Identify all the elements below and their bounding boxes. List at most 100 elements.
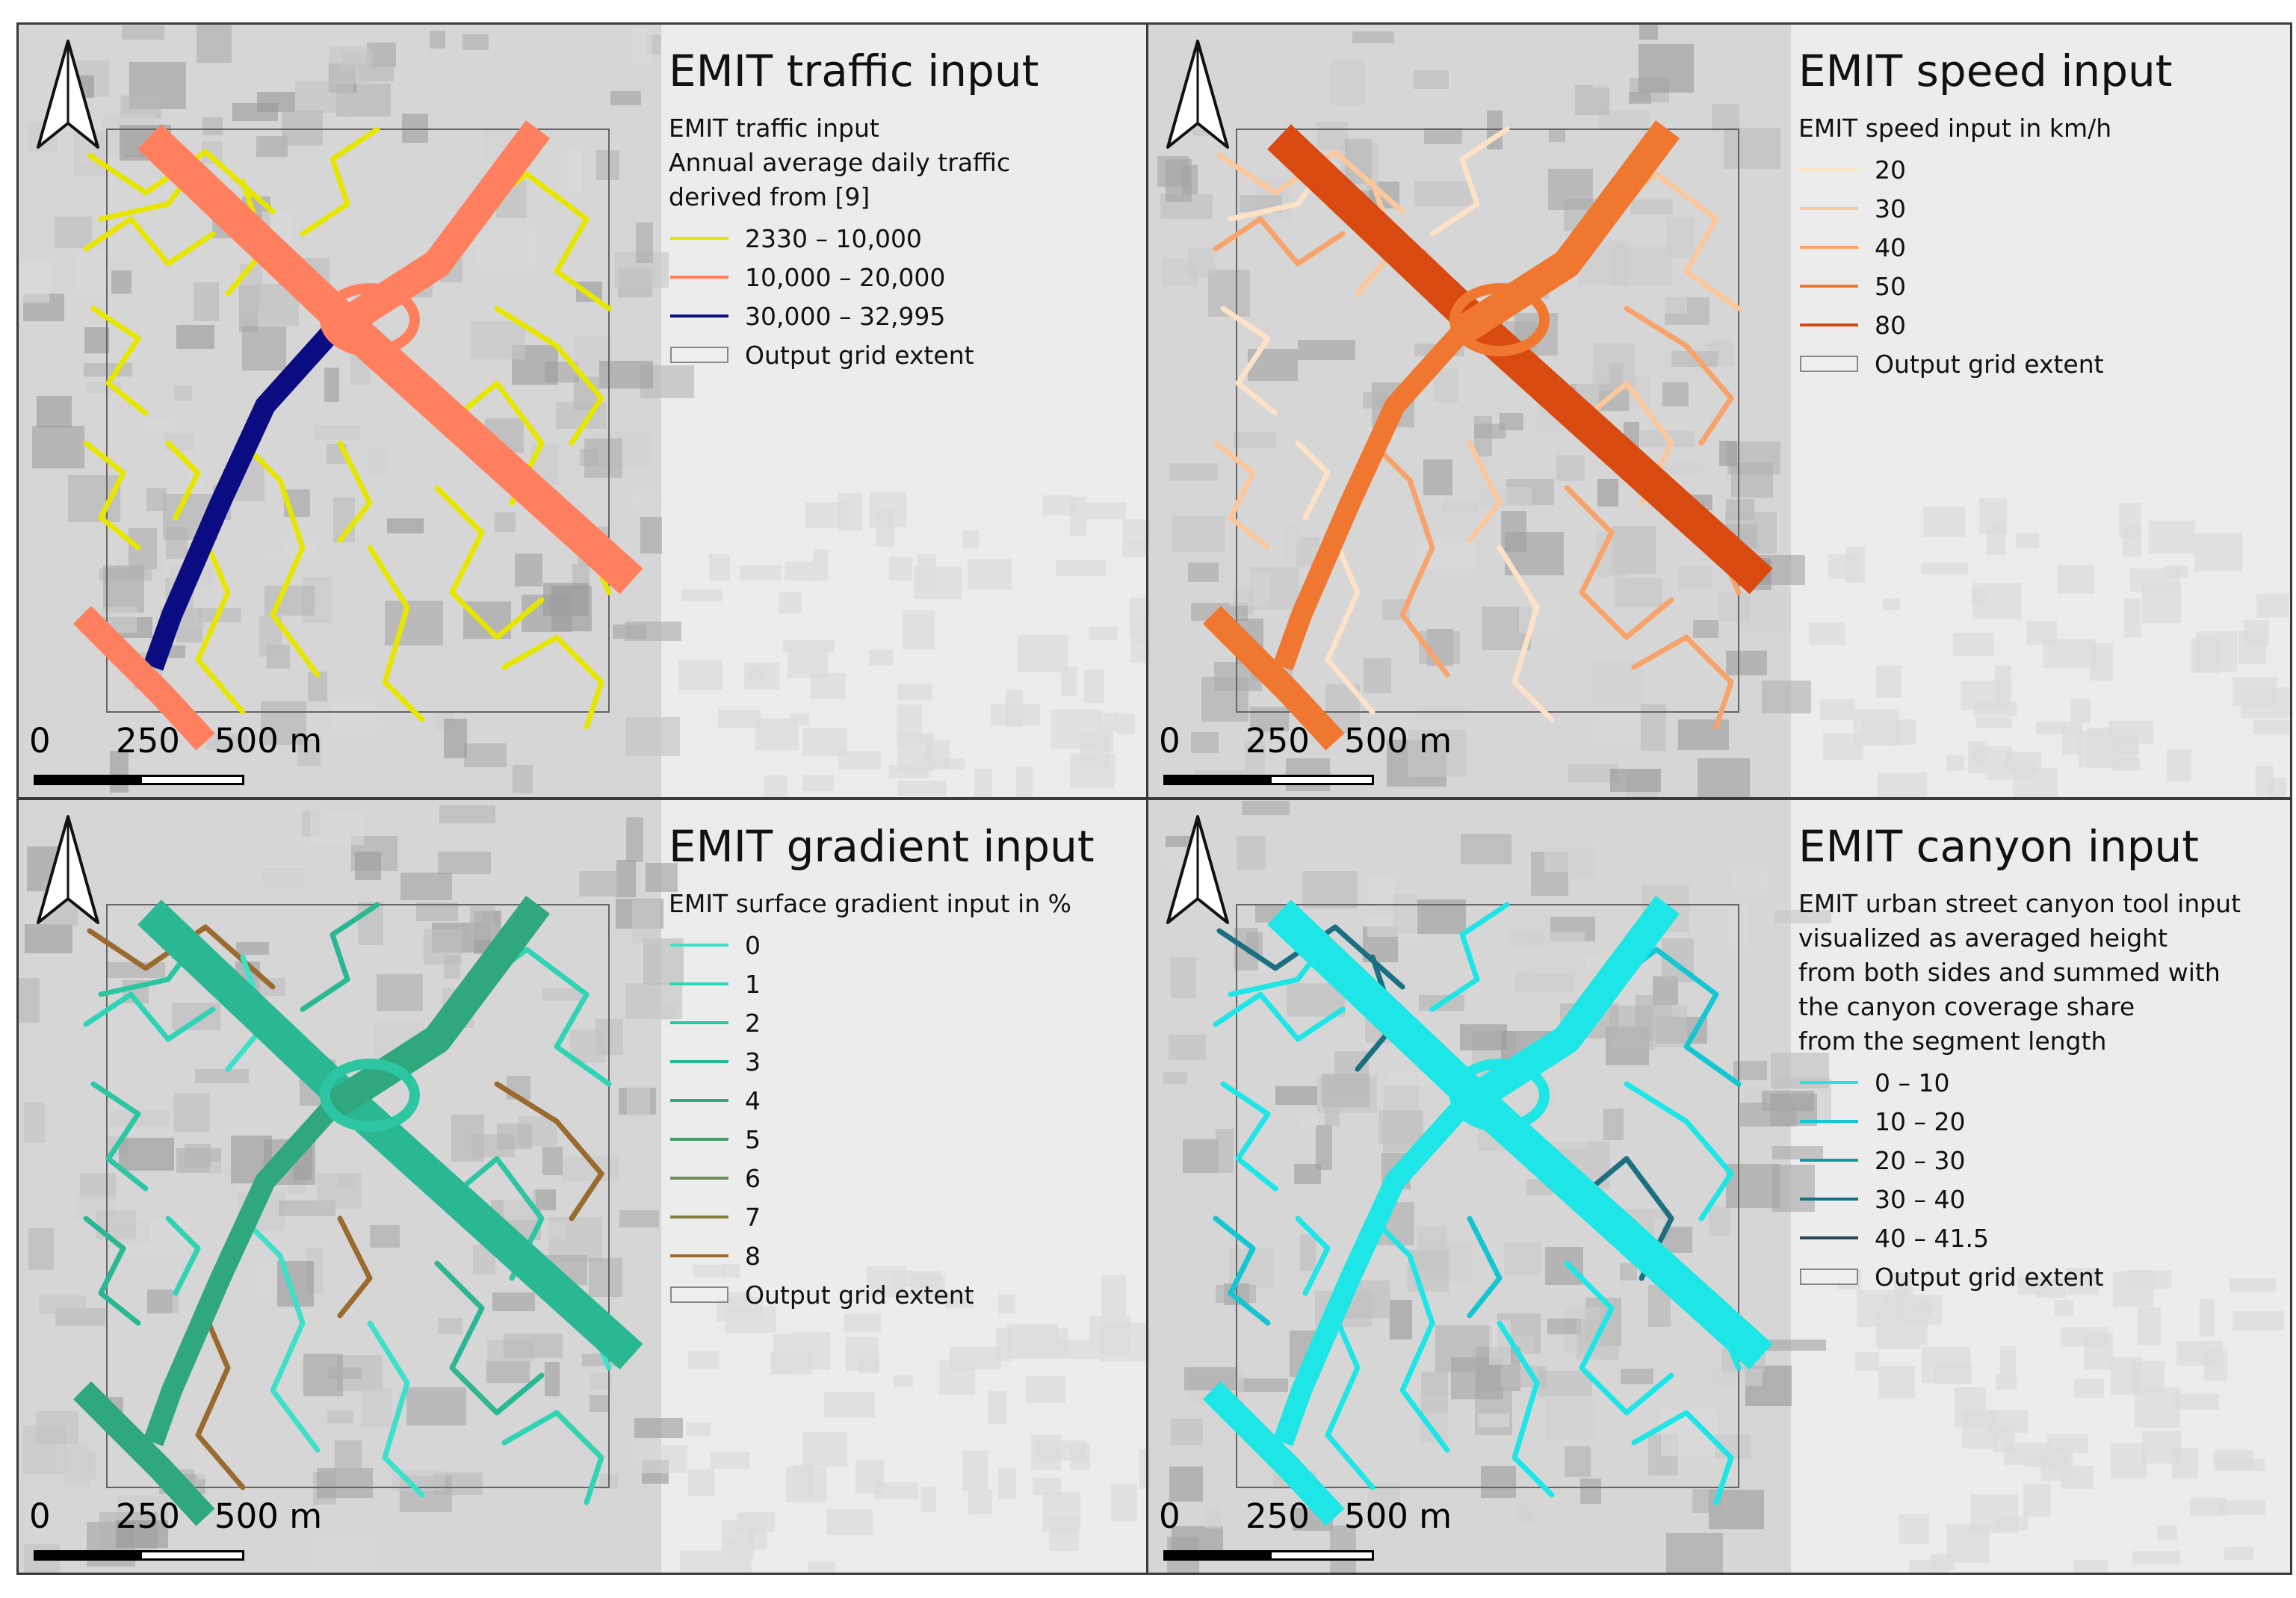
minor-road (1213, 216, 1346, 267)
scale-bar-segment-dark (1163, 1550, 1272, 1561)
legend-label: 1 (745, 969, 761, 999)
legend-item: 50 (1798, 267, 2277, 306)
scale-label-500: 500 m (214, 721, 323, 761)
legend-label: Output grid extent (745, 1280, 974, 1310)
road-network (72, 896, 643, 1526)
scale-bar-segment-light (1269, 775, 1374, 785)
map-legend: EMIT canyon input EMIT urban street canyo… (1798, 820, 2277, 1296)
map-panel-traffic: EMIT traffic input EMIT traffic input Annu… (16, 22, 1163, 799)
map-legend: EMIT traffic input EMIT traffic input Annu… (669, 44, 1147, 374)
line-swatch-icon (1800, 246, 1858, 249)
minor-road (494, 1081, 604, 1221)
legend-label: 4 (745, 1086, 761, 1115)
minor-road (1624, 1081, 1734, 1221)
legend-caption-line: EMIT urban street canyon tool input (1798, 889, 2241, 918)
minor-road (1467, 1215, 1503, 1319)
minor-road (501, 634, 604, 730)
map-panel-canyon: EMIT canyon input EMIT urban street canyo… (1146, 798, 2292, 1575)
main-road (324, 896, 550, 1119)
legend-label: 2 (745, 1008, 761, 1038)
minor-road (367, 1320, 425, 1498)
legend-label: 80 (1875, 310, 1906, 340)
line-swatch-icon (670, 276, 728, 279)
legend-item: 20 (1798, 150, 2277, 189)
legend-item: Output grid extent (669, 335, 1147, 374)
line-swatch-icon (670, 237, 728, 240)
scale-bar-segment-dark (34, 1550, 142, 1561)
main-road (1267, 124, 1773, 595)
legend-caption-line: Annual average daily traffic (669, 148, 1011, 177)
output-grid-extent (106, 128, 610, 713)
line-swatch-icon (670, 1021, 728, 1024)
main-road (1272, 1099, 1470, 1446)
minor-road (1429, 126, 1510, 237)
scale-label-250: 250 (116, 1496, 180, 1536)
legend-item: 80 (1798, 306, 2277, 344)
minor-road (1497, 1320, 1555, 1498)
legend-item: 30 (1798, 189, 2277, 228)
minor-road (83, 991, 216, 1042)
map-legend: EMIT speed input EMIT speed input in km/h… (1798, 44, 2277, 383)
minor-road (300, 902, 380, 1012)
minor-road (83, 440, 141, 551)
legend-caption-line: EMIT surface gradient input in % (669, 889, 1071, 918)
minor-road (90, 306, 149, 416)
minor-road (195, 537, 246, 715)
legend-item: 3 (669, 1042, 1147, 1081)
map-legend: EMIT gradient input EMIT surface gradient… (669, 820, 1147, 1314)
legend-label: 20 (1875, 155, 1906, 185)
minor-road (1370, 1215, 1450, 1453)
panel-title: EMIT canyon input (1798, 821, 2200, 872)
legend-label: 40 – 41.5 (1875, 1223, 1989, 1253)
map-canvas (1148, 800, 2290, 1573)
minor-road (1295, 1215, 1331, 1296)
minor-road (434, 485, 545, 640)
line-swatch-icon (670, 1215, 728, 1218)
line-swatch-icon (670, 944, 728, 947)
legend-label: 2330 – 10,000 (745, 223, 922, 253)
minor-road (1213, 991, 1346, 1042)
legend-label: 5 (745, 1124, 761, 1154)
legend-caption-line: visualized as averaged height (1798, 923, 2168, 953)
minor-road (1213, 1215, 1271, 1326)
minor-road (1429, 902, 1510, 1012)
line-swatch-icon (1800, 1120, 1858, 1123)
legend-label: 30,000 – 32,995 (745, 301, 946, 331)
scale-label-250: 250 (1246, 1496, 1310, 1536)
line-swatch-icon (1800, 323, 1858, 326)
legend-label: 30 – 40 (1875, 1184, 1966, 1214)
panel-title: EMIT speed input (1798, 46, 2173, 96)
scale-bar-segment-light (1269, 1550, 1374, 1561)
north-arrow-icon (1166, 815, 1229, 924)
legend-item: 5 (669, 1120, 1147, 1159)
main-road (1202, 1381, 1345, 1526)
minor-road (165, 440, 201, 521)
grid-extent-swatch-icon (670, 347, 728, 363)
scale-label-500: 500 m (1344, 1496, 1452, 1536)
map-canvas (1148, 25, 2290, 797)
north-arrow-icon (37, 815, 99, 924)
legend-item: 0 – 10 (1798, 1063, 2277, 1102)
legend-item: 1 (669, 964, 1147, 1003)
main-road (137, 899, 643, 1370)
minor-road (501, 1410, 604, 1505)
interchange (320, 1059, 420, 1132)
line-swatch-icon (670, 1254, 728, 1257)
minor-road (337, 1215, 373, 1319)
legend-item: 7 (669, 1198, 1147, 1236)
minor-road (300, 126, 380, 237)
minor-road (1564, 485, 1674, 640)
north-arrow-icon (1166, 40, 1229, 149)
minor-road (367, 545, 425, 722)
legend-label: 0 – 10 (1875, 1068, 1950, 1097)
line-swatch-icon (1800, 1159, 1858, 1162)
grid-extent-swatch-icon (1800, 1269, 1858, 1285)
minor-road (90, 1081, 149, 1192)
line-swatch-icon (1800, 1236, 1858, 1239)
legend-label: 8 (745, 1241, 761, 1271)
legend-caption-line: EMIT traffic input (669, 114, 879, 143)
minor-road (1497, 545, 1555, 722)
legend-item: Output grid extent (669, 1275, 1147, 1314)
main-road (72, 1381, 215, 1526)
